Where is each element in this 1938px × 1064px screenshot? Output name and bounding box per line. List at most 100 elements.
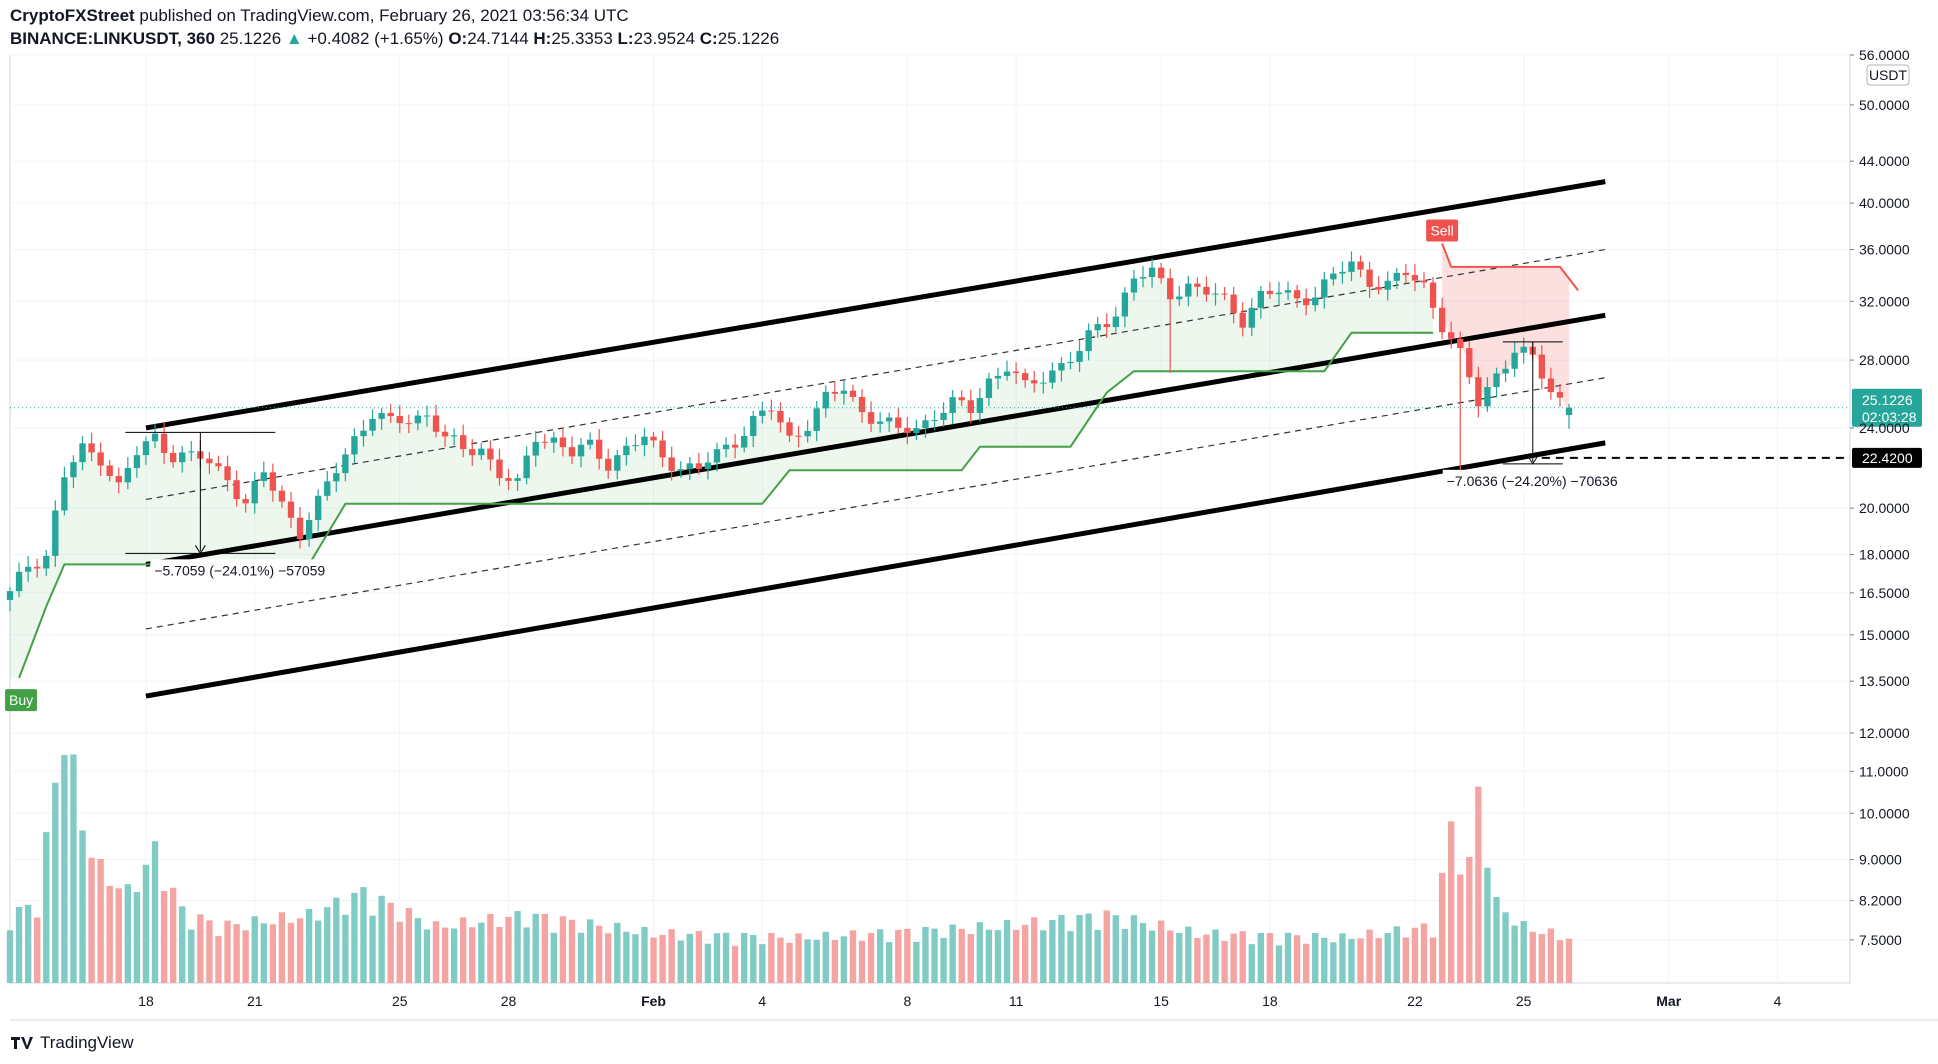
volume-bar (1429, 937, 1437, 983)
volume-bar (786, 942, 793, 983)
volume-bar (713, 933, 721, 983)
candle-body (1384, 280, 1391, 290)
volume-bar (1139, 923, 1147, 983)
candle-body (351, 436, 358, 455)
candle-body (1502, 368, 1509, 374)
volume-bar (61, 755, 68, 983)
regression-channel (145, 179, 1606, 699)
candle-body (1049, 370, 1056, 383)
candle-body (151, 433, 159, 442)
volume-bar (160, 891, 168, 983)
volume-bar (922, 926, 929, 983)
open-label: O: (448, 29, 468, 48)
candle-body (577, 444, 585, 457)
volume-bar (876, 929, 884, 983)
candle-body (595, 439, 603, 459)
measure-label-bg (1442, 469, 1621, 492)
candle-body (1275, 292, 1283, 295)
volume-bar (1302, 943, 1310, 983)
volume-bar (1402, 937, 1410, 983)
volume-bar (1520, 921, 1527, 983)
candle-body (1212, 293, 1219, 295)
candle-body (940, 412, 947, 420)
volume-bar (1511, 925, 1518, 983)
volume-bar (931, 928, 938, 983)
candle-body (1012, 371, 1020, 374)
candle-body (605, 458, 612, 471)
volume-bar (731, 945, 739, 983)
volume-bar (133, 892, 141, 983)
volume-bar (1130, 915, 1138, 983)
time-axis: 18 21 25 28 Feb 4 8 11 15 18 22 25 Mar 4 (138, 993, 1781, 1009)
volume-bar (976, 922, 984, 983)
volume-bar (541, 913, 548, 983)
candle-body (541, 441, 548, 443)
candle-body (804, 430, 811, 437)
candle-body (713, 449, 721, 463)
candle-body (315, 495, 322, 520)
price-tick-label: 11.0000 (1859, 763, 1909, 779)
volume-bar (106, 885, 113, 983)
volume-bar (441, 927, 449, 983)
candle-body (1266, 290, 1274, 295)
publisher-name[interactable]: CryptoFXStreet (10, 6, 135, 25)
candle-body (115, 475, 122, 483)
volume-bar (24, 904, 32, 983)
volume-bar (1194, 937, 1201, 983)
time-tick-label: 8 (903, 993, 911, 1009)
volume-bar (1248, 944, 1255, 983)
candle-body (1466, 348, 1473, 378)
candle-body (1230, 294, 1237, 313)
candle-body (1185, 283, 1192, 297)
volume-bar (1022, 924, 1029, 983)
volume-bar (1239, 931, 1246, 983)
footer-brand[interactable]: TradingView (40, 1033, 134, 1052)
volume-bar (324, 907, 331, 983)
candle-body (876, 421, 884, 424)
volume-bar (695, 930, 703, 983)
candle-body (958, 397, 965, 401)
candle-body (215, 463, 222, 467)
volume-bar (242, 930, 249, 983)
candle-body (342, 454, 349, 474)
volume-bar (586, 919, 594, 983)
price-tick-label: 50.0000 (1859, 97, 1910, 113)
volume-bar (142, 864, 150, 983)
candle-body (813, 408, 820, 431)
candle-body (43, 555, 50, 569)
time-tick-label: 11 (1009, 993, 1024, 1009)
volume-bar (423, 929, 431, 983)
volume-bar (233, 924, 240, 983)
time-tick-label: 4 (758, 993, 766, 1009)
volume-bar (1321, 937, 1328, 983)
time-tick-label: Mar (1656, 993, 1681, 1009)
volume-bar (822, 931, 829, 983)
volume-bar (804, 939, 811, 983)
time-tick-label: 28 (501, 993, 517, 1009)
volume-bar (487, 913, 494, 983)
volume-bar (1420, 923, 1428, 983)
candle-body (242, 499, 249, 504)
candle-body (632, 445, 639, 447)
volume-bar (632, 934, 639, 983)
candle-body (677, 469, 684, 471)
volume-bar (1493, 897, 1500, 983)
volume-bar (1538, 934, 1545, 983)
candle-body (432, 415, 440, 432)
publish-header: CryptoFXStreet published on TradingView.… (10, 6, 629, 26)
symbol-label[interactable]: BINANCE:LINKUSDT, 360 (10, 29, 215, 48)
supertrend-down-line (1441, 243, 1579, 292)
candle-body (496, 459, 503, 479)
footer: TradingView (10, 1033, 134, 1053)
volume-bar (523, 927, 530, 983)
volume-bar (1112, 915, 1119, 983)
candle-body (1176, 296, 1183, 300)
volume-bar (43, 832, 50, 983)
volume-bar (197, 914, 204, 983)
price-tick-label: 40.0000 (1859, 195, 1910, 211)
volume-bar (34, 917, 41, 983)
candle-body (568, 447, 576, 457)
candle-body (269, 472, 277, 491)
candle-body (886, 417, 893, 422)
